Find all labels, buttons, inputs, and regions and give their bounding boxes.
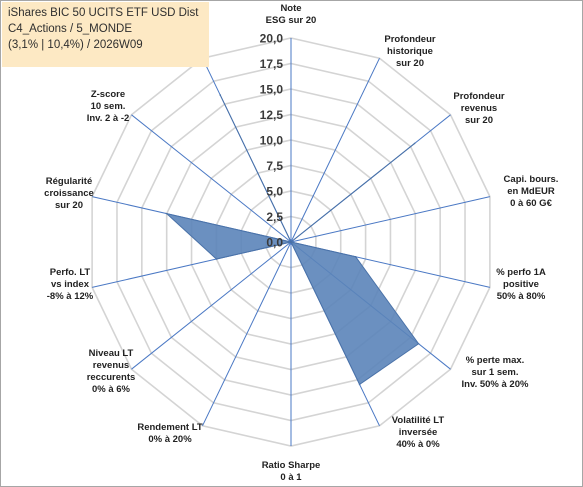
tick-label: 20,0 [260, 32, 284, 46]
axis-label: revenus [461, 103, 497, 114]
axis-label: revenus [93, 360, 129, 371]
title-line-3: (3,1% | 10,4%) / 2026W09 [8, 39, 143, 51]
spoke-9 [202, 241, 292, 427]
axis-label: vs index [51, 279, 90, 290]
axis-label: sur 1 sem. [472, 367, 519, 378]
axis-label: % perte max. [466, 355, 525, 366]
axis-label: 40% à 0% [396, 439, 440, 450]
axis-label: Rendement LT [137, 422, 202, 433]
axis-label: historique [387, 46, 433, 57]
axis-label: positive [503, 279, 539, 290]
axis-label: Profondeur [453, 91, 504, 102]
axis-label: Perfo. LT [50, 267, 91, 278]
axis-label: sur 20 [396, 58, 424, 69]
tick-label: 2,5 [266, 210, 283, 224]
tick-label: 12,5 [260, 108, 284, 122]
axis-label: 0% à 6% [92, 384, 131, 395]
tick-label: 5,0 [266, 185, 283, 199]
axis-label: Z-score [91, 89, 125, 100]
data-point-6 [417, 342, 420, 345]
axis-label: croissance [44, 188, 94, 199]
tick-label: 10,0 [260, 134, 284, 148]
spoke-10 [131, 241, 292, 370]
axis-label: 0 à 1 [280, 472, 302, 483]
axis-label: 50% à 80% [497, 291, 546, 302]
axis-label: Inv. 2 à -2 [87, 113, 130, 124]
axis-label: sur 20 [55, 200, 83, 211]
axis-label: en MdEUR [507, 186, 555, 197]
tick-label: 15,0 [260, 83, 284, 97]
axis-label: Note [280, 3, 301, 14]
data-point-3 [413, 142, 416, 145]
axis-label: 0 à 60 G€ [510, 198, 552, 209]
axis-label: % perfo 1A [496, 267, 546, 278]
tick-label: 17,5 [260, 57, 284, 71]
spoke-4 [290, 196, 490, 243]
axis-label: inversée [399, 427, 438, 438]
axis-label: sur 20 [465, 115, 493, 126]
data-series-area [164, 94, 420, 386]
axis-label: Capi. bours. [504, 174, 559, 185]
axis-label: Niveau LT [89, 348, 134, 359]
tick-label: 7,5 [266, 159, 283, 173]
spoke-2 [290, 57, 380, 243]
data-point-7 [358, 383, 361, 386]
axis-label: reccurents [87, 372, 136, 383]
axis-label: -8% à 12% [47, 291, 94, 302]
data-point-14 [219, 94, 221, 96]
tick-label: 0,0 [266, 236, 283, 250]
axis-label: Ratio Sharpe [262, 460, 321, 471]
axis-label: 10 sem. [91, 101, 126, 112]
axis-label: 0% à 20% [148, 434, 192, 445]
data-point-5 [354, 255, 357, 258]
title-line-1: iShares BIC 50 UCITS ETF USD Dist [8, 7, 199, 19]
title-line-2: C4_Actions / 5_MONDE [8, 23, 132, 35]
chart-title-box: iShares BIC 50 UCITS ETF USD Dist C4_Act… [2, 2, 209, 67]
data-point-11 [215, 258, 218, 260]
axis-label: Volatilité LT [392, 415, 445, 426]
axis-label: ESG sur 20 [266, 15, 317, 26]
data-point-13 [290, 241, 292, 243]
axis-label: Régularité [46, 176, 92, 187]
axis-label: Inv. 50% à 20% [462, 379, 529, 390]
data-point-12 [165, 212, 168, 215]
axis-label: Profondeur [384, 34, 435, 45]
spoke-13 [131, 114, 292, 243]
